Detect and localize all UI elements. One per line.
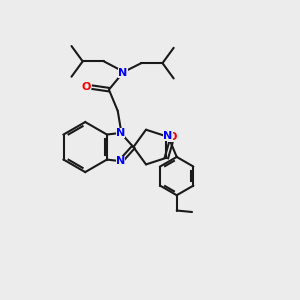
- Text: N: N: [116, 128, 125, 138]
- Text: N: N: [118, 68, 128, 78]
- Text: O: O: [168, 132, 177, 142]
- Text: N: N: [163, 131, 172, 141]
- Text: O: O: [82, 82, 91, 92]
- Text: N: N: [116, 156, 125, 166]
